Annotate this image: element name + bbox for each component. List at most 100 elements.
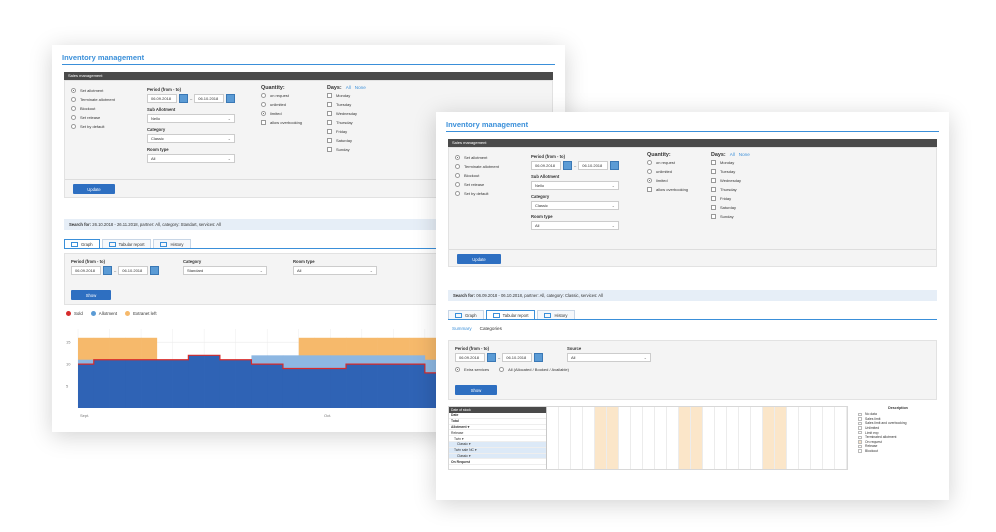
- day-checkbox[interactable]: Monday: [711, 158, 750, 167]
- radio-limited[interactable]: limited: [647, 176, 688, 185]
- checkbox-icon[interactable]: [711, 169, 716, 174]
- radio-set-by-default[interactable]: Set by default: [71, 122, 115, 131]
- tab-graph[interactable]: Graph: [448, 310, 484, 319]
- room-type-select[interactable]: All ⌄: [531, 221, 619, 230]
- radio-set-allotment[interactable]: Set allotment: [455, 153, 499, 162]
- period-from-input[interactable]: 06.09.2018: [531, 161, 561, 170]
- checkbox-icon[interactable]: [711, 178, 716, 183]
- radio-icon[interactable]: [455, 173, 460, 178]
- subtab-summary[interactable]: Summary: [452, 326, 472, 331]
- radio-icon[interactable]: [261, 102, 266, 107]
- period-to-input[interactable]: 06.10.2018: [194, 94, 225, 103]
- show-button[interactable]: Show: [455, 385, 497, 395]
- tab-tabular-report[interactable]: Tabular report: [485, 310, 536, 319]
- period-from-input[interactable]: 06.09.2018: [147, 94, 177, 103]
- radio-unlimited[interactable]: unlimited: [647, 167, 688, 176]
- calendar-icon[interactable]: [534, 353, 544, 362]
- radio-set-by-default[interactable]: Set by default: [455, 189, 499, 198]
- tab-tabular-report[interactable]: Tabular report: [101, 239, 152, 248]
- day-checkbox[interactable]: Sunday: [327, 145, 366, 154]
- radio-set-allotment[interactable]: Set allotment: [71, 86, 115, 95]
- days-none-link[interactable]: None: [354, 85, 366, 90]
- room-type-select[interactable]: All ⌄: [147, 154, 235, 163]
- checkbox-icon[interactable]: [327, 120, 332, 125]
- radio-icon[interactable]: [455, 191, 460, 196]
- checkbox-icon[interactable]: [327, 93, 332, 98]
- day-checkbox[interactable]: Saturday: [711, 203, 750, 212]
- tab-history[interactable]: History: [537, 310, 575, 319]
- sub-allotment-select[interactable]: Nello ⌄: [147, 114, 235, 123]
- radio-icon[interactable]: [71, 97, 76, 102]
- calendar-icon[interactable]: [610, 161, 620, 170]
- extra-services-radio[interactable]: Extra services All (Allocated / Booked / …: [455, 365, 569, 374]
- checkbox-icon[interactable]: [261, 120, 266, 125]
- day-checkbox[interactable]: Tuesday: [711, 167, 750, 176]
- radio-icon[interactable]: [455, 367, 460, 372]
- radio-limited[interactable]: limited: [261, 109, 302, 118]
- graph-from-input[interactable]: 06.09.2018: [71, 266, 101, 275]
- grid-row-label[interactable]: Classic ▾: [449, 441, 546, 448]
- graph-to-input[interactable]: 06.10.2018: [118, 266, 149, 275]
- calendar-icon[interactable]: [487, 353, 496, 362]
- graph-category-select[interactable]: Standard ⌄: [183, 266, 267, 275]
- radio-terminate-allotment[interactable]: Terminate allotment: [455, 162, 499, 171]
- radio-terminate-allotment[interactable]: Terminate allotment: [71, 95, 115, 104]
- radio-icon[interactable]: [261, 111, 266, 116]
- tab-history[interactable]: History: [153, 239, 191, 248]
- days-all-link[interactable]: All: [345, 85, 351, 90]
- subtab-categories[interactable]: Categories: [479, 326, 502, 331]
- radio-icon[interactable]: [71, 115, 76, 120]
- tab-graph[interactable]: Graph: [64, 239, 100, 248]
- graph-room-select[interactable]: All ⌄: [293, 266, 377, 275]
- day-checkbox[interactable]: Thursday: [711, 185, 750, 194]
- radio-icon[interactable]: [455, 155, 460, 160]
- radio-icon[interactable]: [71, 106, 76, 111]
- day-checkbox[interactable]: Wednesday: [711, 176, 750, 185]
- radio-blockout[interactable]: Blockout: [455, 171, 499, 180]
- grid-row-label[interactable]: Twin ▾: [449, 436, 546, 442]
- calendar-icon[interactable]: [563, 161, 572, 170]
- checkbox-icon[interactable]: [327, 138, 332, 143]
- radio-on-request[interactable]: on request: [647, 158, 688, 167]
- calendar-icon[interactable]: [103, 266, 112, 275]
- radio-icon[interactable]: [647, 160, 652, 165]
- update-button[interactable]: Update: [73, 184, 115, 194]
- day-checkbox[interactable]: Friday: [711, 194, 750, 203]
- period-to-input[interactable]: 06.10.2018: [578, 161, 609, 170]
- radio-icon[interactable]: [647, 169, 652, 174]
- checkbox-icon[interactable]: [327, 111, 332, 116]
- day-checkbox[interactable]: Friday: [327, 127, 366, 136]
- days-all-link[interactable]: All: [729, 152, 735, 157]
- radio-on-request[interactable]: on request: [261, 91, 302, 100]
- radio-icon[interactable]: [71, 88, 76, 93]
- show-button[interactable]: Show: [71, 290, 111, 300]
- radio-icon[interactable]: [71, 124, 76, 129]
- checkbox-icon[interactable]: [711, 196, 716, 201]
- checkbox-icon[interactable]: [711, 187, 716, 192]
- radio-icon[interactable]: [647, 178, 652, 183]
- category-select[interactable]: Classic ⌄: [531, 201, 619, 210]
- radio-blockout[interactable]: Blockout: [71, 104, 115, 113]
- radio-icon[interactable]: [455, 164, 460, 169]
- allow-overbooking-checkbox[interactable]: allow overbooking: [261, 118, 302, 127]
- tabular-to-input[interactable]: 06.10.2018: [502, 353, 533, 362]
- source-select[interactable]: All ⌄: [567, 353, 651, 362]
- radio-icon[interactable]: [499, 367, 505, 372]
- radio-set-release[interactable]: Set release: [455, 180, 499, 189]
- grid-row-label[interactable]: Allotment ▾: [449, 425, 546, 431]
- checkbox-icon[interactable]: [327, 129, 332, 134]
- update-button[interactable]: Update: [457, 254, 501, 264]
- day-checkbox[interactable]: Monday: [327, 91, 366, 100]
- radio-unlimited[interactable]: unlimited: [261, 100, 302, 109]
- category-select[interactable]: Classic ⌄: [147, 134, 235, 143]
- radio-icon[interactable]: [261, 93, 266, 98]
- grid-row-label[interactable]: Classic ▾: [449, 453, 546, 460]
- checkbox-icon[interactable]: [327, 102, 332, 107]
- checkbox-icon[interactable]: [647, 187, 652, 192]
- tabular-from-input[interactable]: 06.09.2018: [455, 353, 485, 362]
- calendar-icon[interactable]: [179, 94, 188, 103]
- day-checkbox[interactable]: Thursday: [327, 118, 366, 127]
- grid-row-label[interactable]: Twin sale NC ▾: [449, 447, 546, 454]
- radio-set-release[interactable]: Set release: [71, 113, 115, 122]
- checkbox-icon[interactable]: [711, 205, 716, 210]
